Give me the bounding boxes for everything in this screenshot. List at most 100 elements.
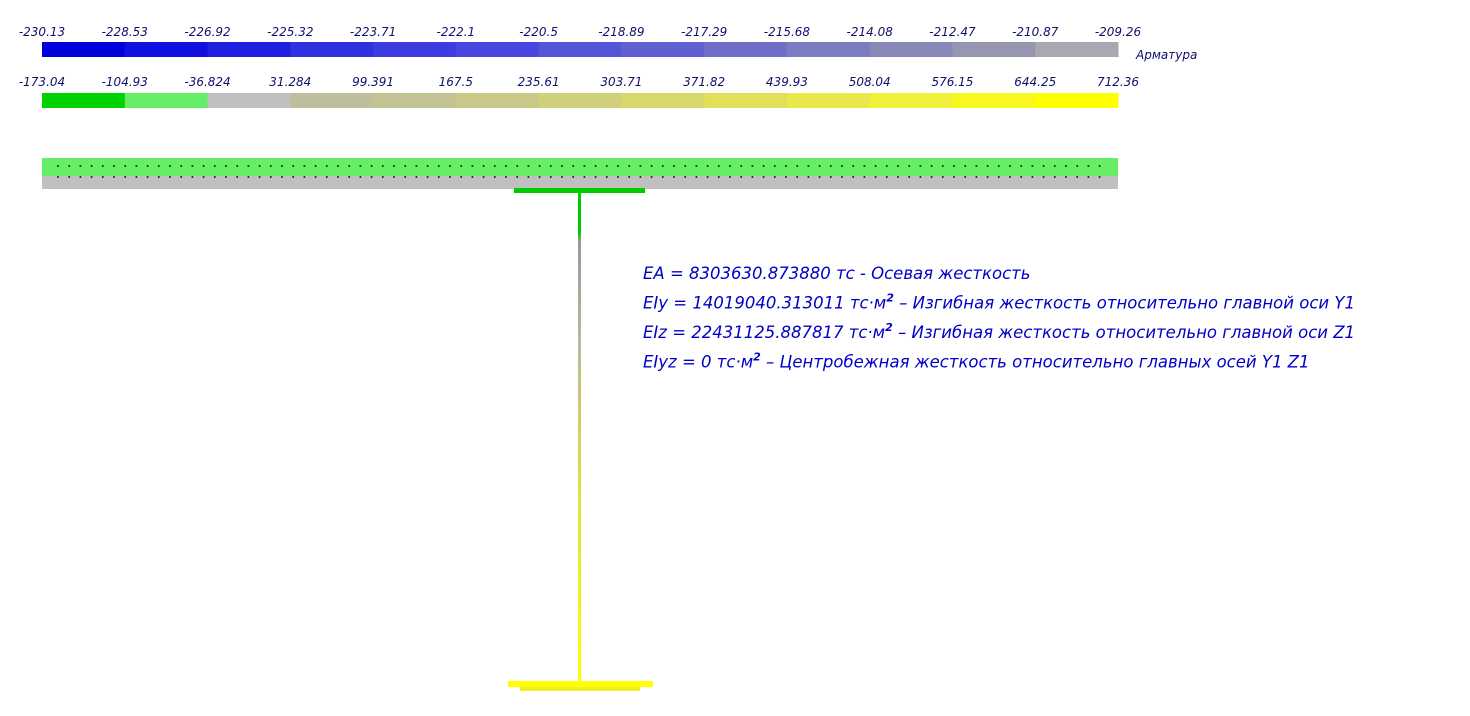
top-flange bbox=[514, 188, 645, 193]
rebar-dot bbox=[225, 176, 227, 178]
scale-segment bbox=[538, 42, 622, 57]
rebar-dot bbox=[415, 176, 418, 178]
rebar-dot bbox=[953, 176, 955, 178]
rebar-dot bbox=[841, 165, 843, 167]
rebar-dot bbox=[863, 165, 866, 167]
rebar-dot bbox=[639, 176, 642, 178]
rebar-dot bbox=[628, 165, 631, 167]
rebar-dot bbox=[482, 176, 485, 178]
bottom-flange bbox=[508, 681, 653, 687]
rebar-dot bbox=[79, 165, 82, 167]
rebar-dot bbox=[1098, 165, 1101, 167]
scale-segment bbox=[290, 93, 374, 108]
rebar-dot bbox=[594, 176, 597, 178]
rebar-dot bbox=[157, 176, 160, 178]
rebar-dot bbox=[191, 176, 194, 178]
scale-segment bbox=[538, 93, 622, 108]
rebar-dot bbox=[661, 176, 664, 178]
rebar-dot bbox=[505, 165, 507, 167]
stiffness-rest: – Изгибная жесткость относительно главно… bbox=[894, 294, 1355, 313]
rebar-dot bbox=[549, 165, 552, 167]
rebar-dot bbox=[807, 176, 810, 178]
rebar-dot bbox=[785, 176, 787, 178]
rebar-dot bbox=[269, 176, 272, 178]
scale-segment bbox=[373, 93, 457, 108]
rebar-dot bbox=[325, 165, 328, 167]
slab-top bbox=[42, 158, 1118, 176]
rebar-dot bbox=[415, 165, 418, 167]
rebar-dot bbox=[706, 176, 709, 178]
scale-segment bbox=[952, 93, 1036, 108]
rebar-dot bbox=[773, 176, 776, 178]
stiffness-line: EIyz = 0 тс·м2 – Центробежная жесткость … bbox=[643, 351, 1310, 372]
rebar-dot bbox=[381, 176, 384, 178]
rebar-dot bbox=[852, 176, 855, 178]
rebar-dot bbox=[505, 176, 507, 178]
scale-segment bbox=[455, 93, 540, 108]
rebar-dot bbox=[1065, 165, 1067, 167]
rebar-dot bbox=[516, 165, 519, 167]
rebar-dot bbox=[213, 165, 216, 167]
rebar-dot bbox=[930, 165, 933, 167]
rebar-dot bbox=[460, 165, 463, 167]
rebar-dot bbox=[1020, 176, 1023, 178]
rebar-dot bbox=[684, 176, 687, 178]
rebar-dot bbox=[964, 165, 967, 167]
rebar-dot bbox=[404, 165, 407, 167]
rebar-dot bbox=[583, 176, 586, 178]
rebar-dot bbox=[650, 176, 653, 178]
rebar-dot bbox=[997, 165, 1000, 167]
web bbox=[578, 193, 581, 682]
scale-label: -226.92 bbox=[184, 25, 230, 39]
rebar-dot bbox=[785, 165, 787, 167]
stiffness-main: EIy = 14019040.313011 тс·м bbox=[643, 294, 886, 313]
rebar-dot bbox=[874, 176, 877, 178]
rebar-dot bbox=[135, 165, 138, 167]
rebar-dot bbox=[538, 176, 541, 178]
rebar-dot bbox=[1031, 176, 1034, 178]
scale-segment bbox=[124, 93, 209, 108]
rebar-dot bbox=[426, 176, 429, 178]
scale-label: -209.26 bbox=[1095, 25, 1142, 39]
rebar-dot bbox=[314, 165, 317, 167]
rebar-dot bbox=[90, 176, 93, 178]
scale-segment bbox=[786, 42, 871, 57]
rebar-dot bbox=[908, 165, 911, 167]
scale-segment bbox=[42, 42, 126, 57]
rebar-dot bbox=[941, 176, 944, 178]
rebar-dot bbox=[471, 176, 474, 178]
rebar-dot bbox=[1020, 165, 1023, 167]
rebar-dot bbox=[1076, 176, 1079, 178]
stiffness-main: EIyz = 0 тс·м bbox=[643, 353, 753, 372]
rebar-dot bbox=[762, 176, 765, 178]
rebar-dot bbox=[269, 165, 272, 167]
rebar-dot bbox=[549, 176, 552, 178]
rebar-dot bbox=[751, 176, 754, 178]
rebar-dot bbox=[303, 176, 306, 178]
rebar-dot bbox=[113, 165, 115, 167]
rebar-dot bbox=[370, 176, 373, 178]
rebar-dot bbox=[583, 165, 586, 167]
rebar-dot bbox=[202, 176, 205, 178]
rebar-dot bbox=[426, 165, 429, 167]
rebar-dot bbox=[247, 165, 250, 167]
scale-label: -210.87 bbox=[1012, 25, 1059, 39]
rebar-dot bbox=[57, 165, 59, 167]
rebar-dot bbox=[908, 176, 911, 178]
rebar-dot bbox=[527, 165, 530, 167]
rebar-dot bbox=[393, 176, 395, 178]
scale-segment bbox=[704, 93, 788, 108]
scale-segment bbox=[1035, 93, 1119, 108]
scale-label: -225.32 bbox=[267, 25, 313, 39]
rebar-dot bbox=[874, 165, 877, 167]
scale-label: -214.08 bbox=[847, 25, 894, 39]
rebar-dot bbox=[471, 165, 474, 167]
scale-label: 235.61 bbox=[518, 75, 560, 89]
scale-name: Арматура bbox=[1135, 48, 1197, 62]
rebar-dot bbox=[964, 176, 967, 178]
rebar-dot bbox=[437, 165, 440, 167]
rebar-dot bbox=[281, 176, 283, 178]
stiffness-main: EA = 8303630.873880 тс - Осевая жесткост… bbox=[643, 264, 1031, 283]
rebar-dot bbox=[639, 165, 642, 167]
